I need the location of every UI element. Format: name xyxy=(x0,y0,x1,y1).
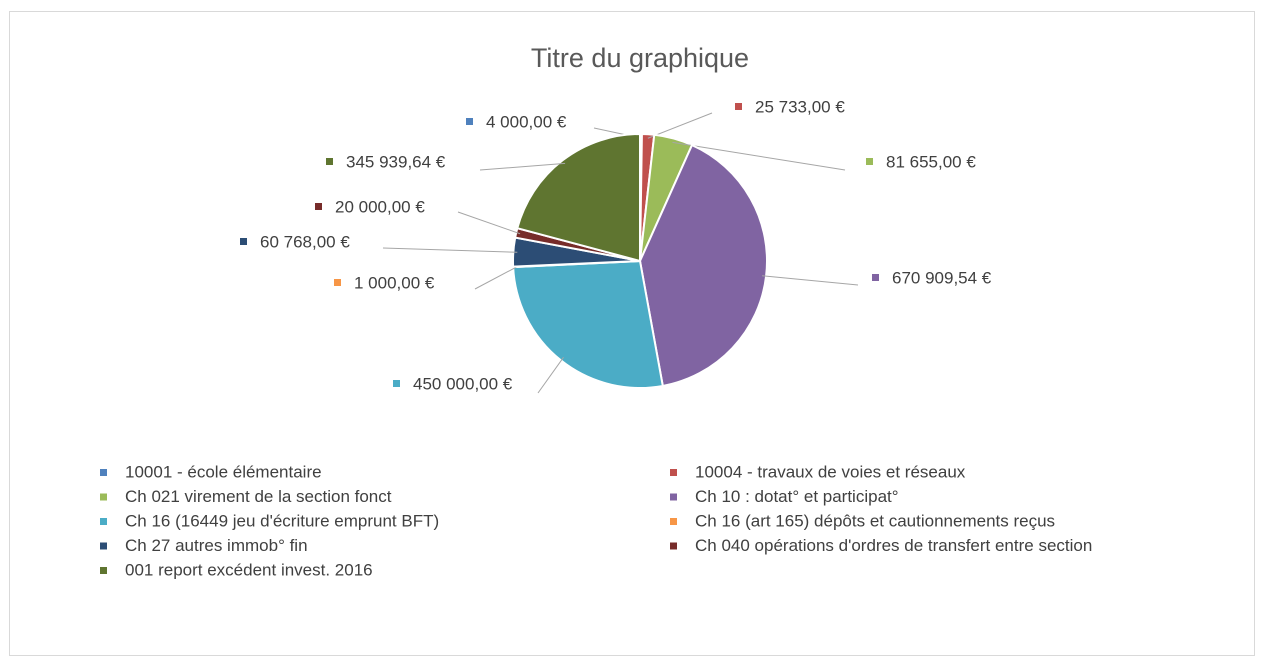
leader-line xyxy=(474,266,518,290)
leader-line xyxy=(537,357,564,394)
label-marker xyxy=(240,238,247,245)
label-marker xyxy=(866,158,873,165)
leader-line xyxy=(479,162,566,171)
legend-marker xyxy=(100,542,107,550)
label-marker xyxy=(326,158,333,165)
legend-label: 10001 - école élémentaire xyxy=(125,462,322,481)
legend-label: 001 report excédent invest. 2016 xyxy=(125,560,373,579)
label-marker xyxy=(393,380,400,387)
data-label: 81 655,00 € xyxy=(886,152,976,171)
legend-label: Ch 27 autres immob° fin xyxy=(125,536,308,555)
legend-label: Ch 040 opérations d'ordres de transfert … xyxy=(695,536,1092,555)
data-label: 60 768,00 € xyxy=(260,232,350,251)
data-label: 25 733,00 € xyxy=(755,97,845,116)
legend-label: 10004 - travaux de voies et réseaux xyxy=(695,462,966,481)
legend-marker xyxy=(100,567,107,574)
legend-marker xyxy=(670,469,677,476)
legend-marker xyxy=(670,518,677,525)
legend-label: Ch 021 virement de la section fonct xyxy=(125,487,392,506)
legend-label: Ch 16 (art 165) dépôts et cautionnements… xyxy=(695,511,1055,530)
data-label: 670 909,54 € xyxy=(892,268,992,287)
legend-marker xyxy=(100,469,107,476)
legend-marker xyxy=(670,542,677,550)
legend-label: Ch 16 (16449 jeu d'écriture emprunt BFT) xyxy=(125,511,439,530)
legend-label: Ch 10 : dotat° et participat° xyxy=(695,487,899,506)
pie-slice xyxy=(516,132,641,263)
leader-line xyxy=(762,275,859,286)
leader-line xyxy=(457,211,521,235)
data-label: 450 000,00 € xyxy=(413,374,513,393)
leader-line xyxy=(382,247,518,253)
data-label: 1 000,00 € xyxy=(354,273,435,292)
leader-line xyxy=(647,112,713,139)
leader-line xyxy=(672,141,846,171)
data-label: 4 000,00 € xyxy=(486,112,567,131)
legend-marker xyxy=(670,493,677,501)
legend-marker xyxy=(100,518,107,525)
label-marker xyxy=(334,279,341,286)
data-label: 20 000,00 € xyxy=(335,197,425,216)
label-marker xyxy=(735,103,742,110)
label-marker xyxy=(872,274,879,281)
label-marker xyxy=(315,203,322,210)
label-marker xyxy=(466,118,473,125)
data-label: 345 939,64 € xyxy=(346,152,446,171)
chart-title: Titre du graphique xyxy=(531,43,749,73)
legend-marker xyxy=(100,493,107,501)
